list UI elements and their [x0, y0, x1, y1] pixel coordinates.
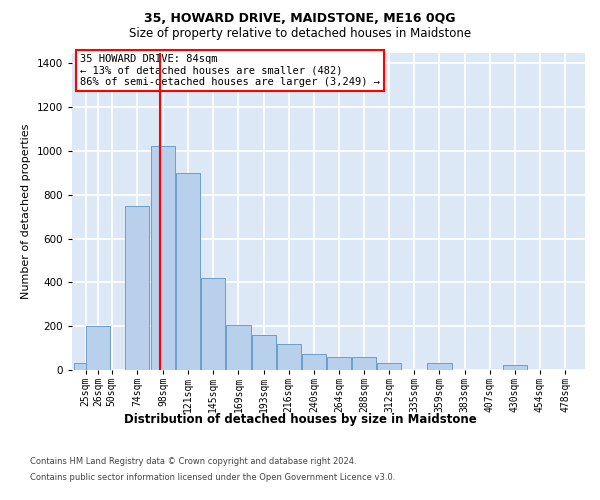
Text: Contains public sector information licensed under the Open Government Licence v3: Contains public sector information licen…	[30, 472, 395, 482]
Bar	[427, 364, 452, 370]
Text: Distribution of detached houses by size in Maidstone: Distribution of detached houses by size …	[124, 412, 476, 426]
Bar	[327, 357, 351, 370]
Bar	[86, 326, 110, 370]
Text: Size of property relative to detached houses in Maidstone: Size of property relative to detached ho…	[129, 28, 471, 40]
Text: 35 HOWARD DRIVE: 84sqm
← 13% of detached houses are smaller (482)
86% of semi-de: 35 HOWARD DRIVE: 84sqm ← 13% of detached…	[80, 54, 380, 88]
Bar	[151, 146, 175, 370]
Bar	[201, 278, 226, 370]
Bar	[74, 364, 98, 370]
Bar	[302, 354, 326, 370]
Text: Contains HM Land Registry data © Crown copyright and database right 2024.: Contains HM Land Registry data © Crown c…	[30, 458, 356, 466]
Text: 35, HOWARD DRIVE, MAIDSTONE, ME16 0QG: 35, HOWARD DRIVE, MAIDSTONE, ME16 0QG	[144, 12, 456, 26]
Bar	[377, 364, 401, 370]
Bar	[226, 325, 251, 370]
Y-axis label: Number of detached properties: Number of detached properties	[21, 124, 31, 299]
Bar	[176, 173, 200, 370]
Bar	[125, 206, 149, 370]
Bar	[503, 364, 527, 370]
Bar	[277, 344, 301, 370]
Bar	[352, 357, 376, 370]
Bar	[251, 335, 275, 370]
